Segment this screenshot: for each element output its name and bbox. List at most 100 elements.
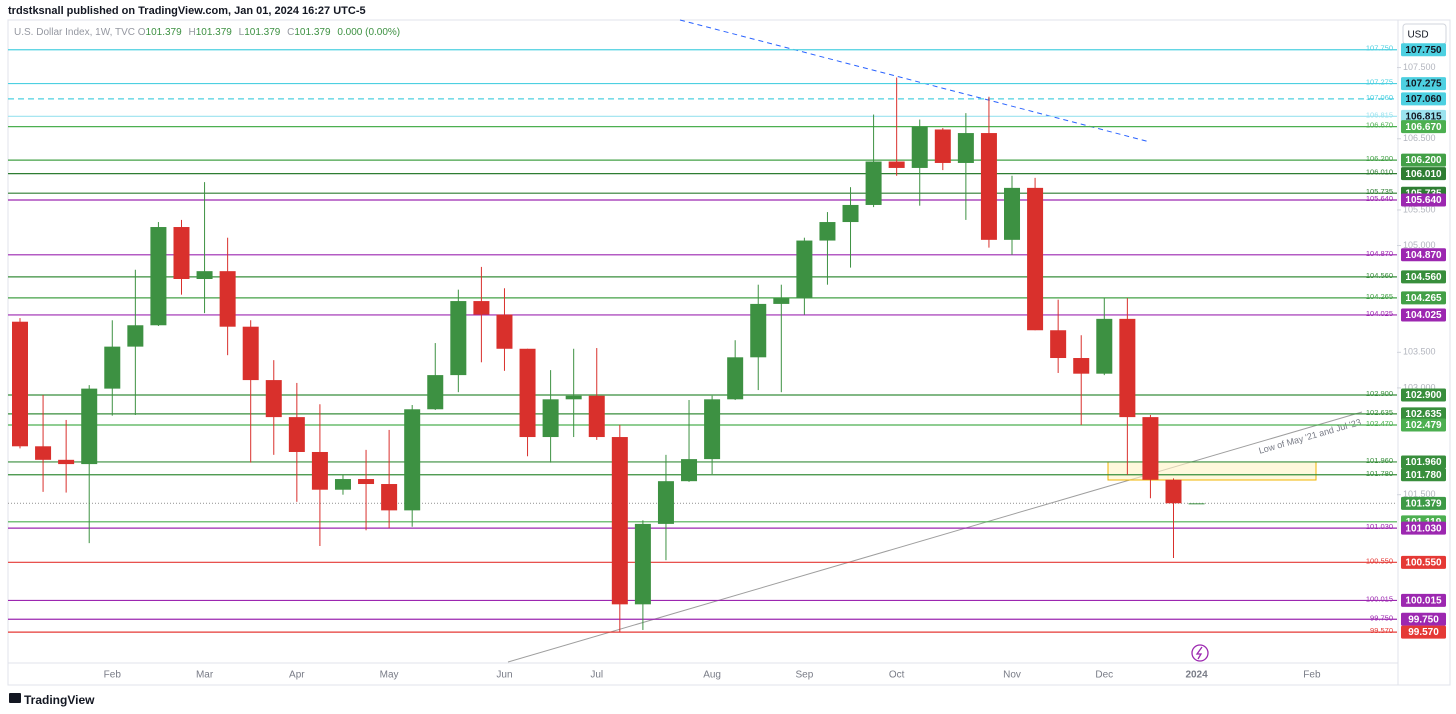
- level-tag: 100.015: [1366, 594, 1393, 603]
- price-box: [1401, 270, 1446, 284]
- publisher-line: trdstksnall published on TradingView.com…: [8, 5, 366, 17]
- x-tick-label: 2024: [1185, 670, 1208, 681]
- candle-body: [450, 301, 467, 376]
- price-box-label: 102.900: [1405, 390, 1442, 401]
- level-tag: 106.815: [1366, 110, 1393, 119]
- price-box: [1401, 407, 1446, 421]
- high-value: 101.379: [195, 27, 232, 38]
- level-tag: 102.635: [1366, 408, 1393, 417]
- candle-body: [219, 271, 236, 327]
- low-label: L: [238, 27, 245, 38]
- price-box: [1401, 109, 1446, 123]
- level-tag: 101.030: [1366, 522, 1393, 531]
- symbol: U.S. Dollar Index, 1W, TVC: [14, 27, 135, 38]
- candle-body: [381, 484, 398, 511]
- candle-body: [35, 446, 52, 460]
- price-box-label: 104.560: [1405, 272, 1442, 283]
- candle-body: [81, 388, 98, 465]
- level-tag: 106.010: [1366, 168, 1393, 177]
- price-box: [1401, 418, 1446, 432]
- level-tag: 104.025: [1366, 309, 1393, 318]
- candle-body: [888, 161, 905, 168]
- change: 0.000 (0.00%): [337, 27, 401, 38]
- level-tag: 104.560: [1366, 271, 1393, 280]
- level-tag: 99.570: [1370, 626, 1393, 635]
- candle-body: [58, 459, 75, 465]
- price-box: [1401, 521, 1446, 535]
- trend-annotation: Low of May '21 and Jul '23: [1257, 417, 1362, 456]
- price-box-label: 106.200: [1405, 155, 1442, 166]
- level-tag: 99.750: [1370, 613, 1393, 622]
- open-label: O: [137, 27, 146, 38]
- candle-body: [1142, 417, 1159, 480]
- candle-body: [1004, 187, 1021, 240]
- price-box-label: 99.570: [1408, 627, 1439, 638]
- price-box: [1401, 468, 1446, 482]
- candle-body: [173, 227, 190, 279]
- high-label: H: [188, 27, 196, 38]
- price-box-label: 105.640: [1405, 195, 1442, 206]
- price-box: [1401, 555, 1446, 569]
- candle-body: [1165, 479, 1182, 504]
- candle-body: [704, 399, 721, 460]
- candle-body: [911, 126, 928, 168]
- level-tag: 101.960: [1366, 456, 1393, 465]
- price-box: [1401, 593, 1446, 607]
- candle-body: [427, 375, 444, 410]
- x-tick-label: Jul: [590, 670, 603, 681]
- low-value: 101.379: [244, 27, 281, 38]
- price-box-label: 107.750: [1405, 45, 1442, 56]
- y-tick-label: 101.500: [1403, 489, 1436, 499]
- candle-body: [588, 395, 605, 438]
- price-box: [1401, 388, 1446, 402]
- x-tick-label: Jun: [496, 670, 512, 681]
- event-icon-bolt: [1195, 646, 1203, 660]
- candle-body: [242, 326, 259, 381]
- x-tick-label: Dec: [1095, 670, 1113, 681]
- y-tick-label: 105.000: [1403, 240, 1436, 250]
- level-tag: 101.780: [1366, 469, 1393, 478]
- close-label: C: [287, 27, 295, 38]
- event-icon: [1191, 644, 1209, 662]
- price-box-label: 101.379: [1405, 498, 1442, 509]
- candle-body: [565, 395, 582, 400]
- level-tag: 104.265: [1366, 292, 1393, 301]
- price-box: [1401, 193, 1446, 207]
- x-tick-label: May: [380, 670, 399, 681]
- price-box: [1401, 612, 1446, 626]
- x-tick-label: Nov: [1003, 670, 1021, 681]
- symbol-legend: U.S. Dollar Index, 1W, TVC O101.379 H101…: [14, 27, 404, 38]
- candle-body: [819, 222, 836, 241]
- candle-body: [865, 161, 882, 205]
- candle-body: [542, 399, 559, 438]
- candle-body: [104, 346, 121, 389]
- candle-body: [1119, 318, 1136, 418]
- level-tag: 107.060: [1366, 93, 1393, 102]
- price-box: [1401, 308, 1446, 322]
- currency: USD: [1407, 30, 1428, 41]
- x-tick-label: Mar: [196, 670, 214, 681]
- level-tag: 105.640: [1366, 194, 1393, 203]
- price-box: [1401, 455, 1446, 469]
- price-box: [1401, 291, 1446, 305]
- price-box-label: 102.635: [1405, 409, 1442, 420]
- zone-box: [1107, 461, 1317, 481]
- x-tick-label: Feb: [104, 670, 122, 681]
- candle-body: [750, 303, 767, 358]
- level-tag: 102.900: [1366, 389, 1393, 398]
- candle-body: [842, 204, 859, 223]
- price-box: [1401, 77, 1446, 91]
- brand: TradingView: [24, 693, 95, 707]
- candle-body: [1050, 330, 1067, 359]
- candle-body: [934, 129, 951, 163]
- y-tick-label: 103.500: [1403, 347, 1436, 357]
- level-tag: 106.670: [1366, 121, 1393, 130]
- price-box: [1401, 153, 1446, 167]
- candle-body: [657, 481, 674, 524]
- trend-line: [507, 411, 1363, 663]
- trend-line: [679, 19, 1151, 143]
- candle-body: [196, 271, 213, 279]
- price-box: [1401, 120, 1446, 134]
- price-box-label: 101.030: [1405, 523, 1442, 534]
- candle-body: [519, 348, 536, 438]
